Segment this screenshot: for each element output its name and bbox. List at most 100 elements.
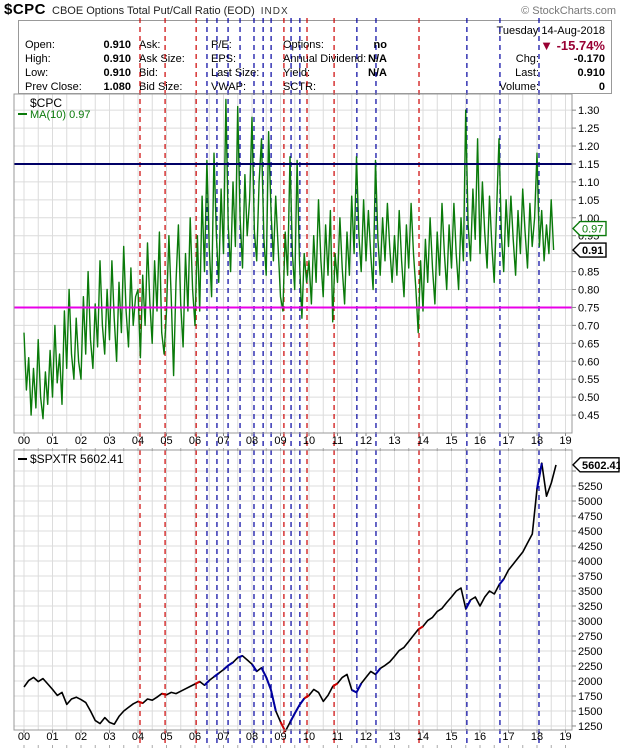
y-tick-label: 0.45: [578, 410, 599, 422]
x-tick-label: 09: [274, 435, 286, 447]
x-tick-label: 14: [417, 731, 429, 743]
price-tag: [572, 457, 620, 473]
y-tick-label: 5250: [578, 481, 602, 493]
plot-border: [13, 449, 573, 731]
quote-label: Low:: [25, 67, 49, 79]
y-tick-label: 0.60: [578, 356, 599, 368]
x-tick-label: 06: [189, 435, 201, 447]
x-tick-label: 02: [75, 435, 87, 447]
y-tick-label: 5000: [578, 496, 602, 508]
ma-legend-swatch: [18, 113, 27, 116]
cpc-legend-label: $CPC: [30, 96, 63, 110]
spxtr-signal-segment: [237, 654, 243, 659]
x-tick-label: 05: [160, 731, 172, 743]
percent-change-badge: ▼ -15.74%: [540, 38, 605, 53]
x-tick-label: 01: [46, 731, 58, 743]
spxtr-signal-segment: [303, 694, 310, 700]
spxtr-signal-segment: [498, 578, 505, 586]
cpc-ma10-line: [23, 98, 555, 420]
x-tick-label: 10: [303, 435, 315, 447]
plot-border: [13, 93, 573, 434]
spxtr-signal-segment: [464, 599, 472, 610]
x-tick-label: 11: [332, 435, 343, 447]
quote-value: no: [373, 39, 387, 51]
x-tick-label: 17: [502, 435, 514, 447]
spxtr-signal-segment: [332, 682, 339, 688]
quote-value: 0: [598, 81, 605, 93]
x-tick-label: 17: [502, 731, 514, 743]
chart-header: $CPC CBOE Options Total Put/Call Ratio (…: [4, 1, 616, 18]
cpc-legend: $CPC: [30, 96, 62, 110]
quote-value: N/A: [368, 53, 387, 65]
stockcharts-credit: © StockCharts.com: [521, 5, 616, 17]
y-tick-label: 1500: [578, 706, 602, 718]
quote-label: Chg:: [515, 53, 539, 65]
quote-value: -0.170: [573, 53, 605, 65]
exchange-label: INDX: [260, 6, 289, 17]
price-tag-label: 0.97: [582, 224, 603, 236]
price-tag-label: 5602.41: [582, 460, 620, 472]
x-tick-label: 16: [474, 435, 486, 447]
x-tick-label: 01: [46, 435, 58, 447]
y-tick-label: 0.55: [578, 374, 599, 386]
quote-label: P/E:: [211, 39, 232, 51]
x-tick-label: 00: [18, 731, 30, 743]
y-tick-label: 1.20: [578, 141, 599, 153]
quote-label: Ask:: [139, 39, 161, 51]
spxtr-legend: $SPXTR 5602.41: [18, 452, 123, 466]
y-tick-label: 1.10: [578, 177, 599, 189]
spxtr-signal-segment: [203, 679, 211, 686]
x-tick-label: 03: [103, 435, 115, 447]
y-tick-label: 1250: [578, 721, 602, 733]
spxtr-legend-label: $SPXTR 5602.41: [30, 452, 124, 466]
quote-label: Yield:: [283, 67, 311, 79]
x-tick-label: 11: [332, 731, 343, 743]
spxtr-signal-segment: [194, 680, 201, 685]
y-tick-label: 3500: [578, 586, 602, 598]
y-tick-label: 0.70: [578, 320, 599, 332]
quote-panel: Open: 0.910 High: 0.910 Low: 0.910 Prev Close:…: [18, 20, 612, 94]
quote-value: 1.080: [103, 81, 131, 93]
spxtr-signal-segment: [213, 672, 220, 678]
symbol-label: $CPC: [4, 1, 47, 18]
quote-label: VWAP:: [211, 81, 247, 93]
spxtr-signal-segment: [251, 663, 258, 672]
quote-label: Annual Dividend:: [283, 53, 367, 65]
chart-title: CBOE Options Total Put/Call Ratio (EOD): [52, 5, 255, 17]
y-tick-label: 2250: [578, 661, 602, 673]
y-tick-label: 1.30: [578, 105, 599, 117]
spxtr-signal-segment: [374, 667, 382, 676]
x-tick-label: 14: [417, 435, 429, 447]
spxtr-signal-segment: [289, 712, 296, 723]
price-tag: [572, 242, 607, 258]
x-tick-label: 13: [388, 435, 400, 447]
x-tick-label: 08: [246, 435, 258, 447]
x-tick-label: 07: [217, 731, 229, 743]
quote-value: 0.910: [103, 53, 131, 65]
price-tag-label: 0.91: [582, 245, 603, 257]
spxtr-signal-segment: [137, 700, 144, 705]
quote-label: Volume:: [499, 81, 539, 93]
x-tick-label: 05: [160, 435, 172, 447]
quote-date: Tuesday 14-Aug-2018: [496, 25, 605, 37]
x-tick-label: 19: [559, 731, 571, 743]
quote-value: 0.910: [103, 39, 131, 51]
spxtr-legend-swatch: [18, 457, 27, 460]
x-tick-label: 02: [75, 731, 87, 743]
y-tick-label: 0.65: [578, 338, 599, 350]
quote-value: 0.910: [103, 67, 131, 79]
spxtr-signal-segment: [417, 625, 424, 631]
quote-label: High:: [25, 53, 51, 65]
x-tick-label: 13: [388, 731, 400, 743]
quote-label: Bid Size:: [139, 81, 183, 93]
y-tick-label: 2000: [578, 676, 602, 688]
y-tick-label: 0.85: [578, 267, 599, 279]
spxtr-signal-segment: [293, 697, 306, 714]
price-tag: [572, 220, 607, 237]
spxtr-signal-segment: [222, 661, 234, 671]
x-tick-label: 06: [189, 731, 201, 743]
x-tick-label: 12: [360, 731, 372, 743]
y-tick-label: 4000: [578, 556, 602, 568]
